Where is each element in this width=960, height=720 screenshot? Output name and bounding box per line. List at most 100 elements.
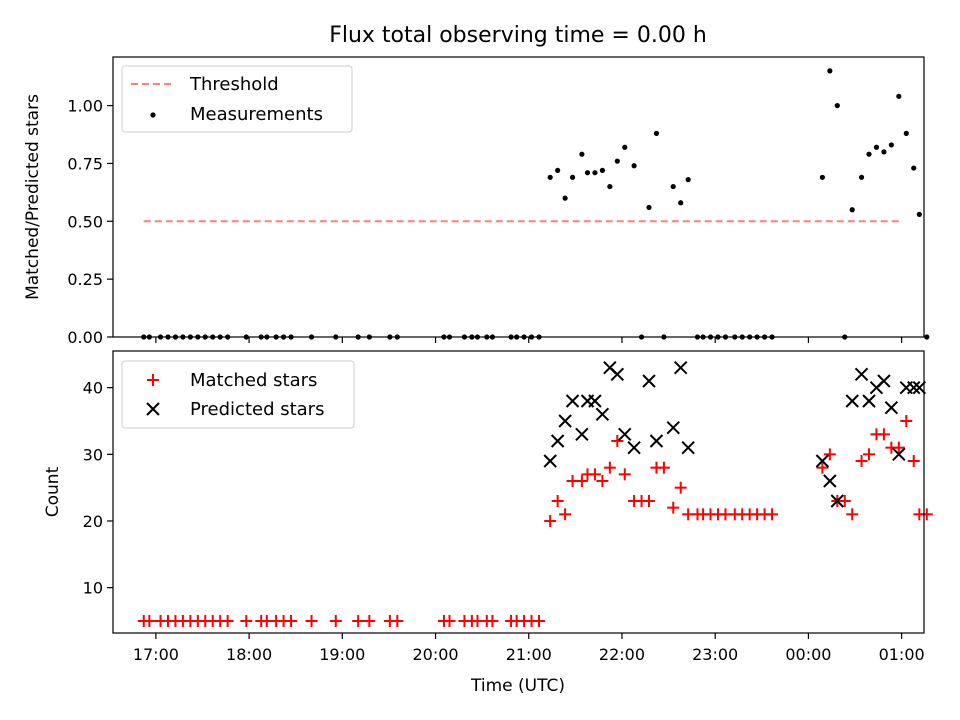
y-tick-label: 10 (83, 579, 103, 598)
top-y-axis-label: Matched/Predicted stars (23, 94, 43, 300)
measurements-point (555, 167, 561, 173)
chart-title: Flux total observing time = 0.00 h (329, 23, 707, 48)
predicted-stars-point (627, 440, 641, 455)
threshold-legend-label: Threshold (189, 74, 279, 95)
predicted-stars-point (618, 427, 632, 442)
predicted-legend-swatch (146, 402, 160, 416)
y-tick-label: 1.00 (67, 97, 103, 116)
matched-stars-point (907, 455, 920, 467)
measurements-point (653, 130, 660, 136)
matched-stars-point (533, 615, 546, 627)
matched-stars-point (920, 508, 933, 521)
matched-stars-point (588, 468, 601, 481)
matched-stars-point (221, 615, 234, 627)
x-axis-label: Time (UTC) (470, 676, 565, 696)
matched-stars-point (855, 455, 868, 467)
measurements-point (607, 183, 613, 190)
y-tick-label: 30 (83, 445, 103, 464)
bottom-y-ticks: 10 20 30 40 (83, 379, 113, 598)
measurements-point (592, 170, 598, 176)
x-tick-label: 23:00 (692, 645, 738, 664)
matched-stars-point (816, 461, 829, 474)
measurements-point (685, 177, 691, 183)
matched-stars-point (643, 495, 656, 507)
matched-stars-point (863, 448, 876, 461)
predicted-stars-point (550, 434, 565, 448)
measurements-point (646, 204, 652, 211)
y-tick-label: 40 (83, 379, 103, 398)
measurements-point (873, 144, 880, 150)
predicted-stars-point (673, 360, 688, 375)
matched-stars-point (240, 615, 253, 627)
bottom-legend-box (121, 360, 355, 429)
y-tick-label: 0.00 (67, 328, 103, 347)
measurements-point (579, 151, 585, 157)
matched-stars-point (611, 435, 624, 447)
y-tick-label: 20 (83, 512, 103, 531)
measurements-point (903, 130, 909, 136)
bottom-marks (137, 360, 933, 627)
predicted-stars-point (823, 474, 837, 488)
matched-legend-label: Matched stars (190, 370, 317, 391)
x-tick-label: 17:00 (133, 645, 179, 664)
measurements-point (911, 165, 917, 171)
x-tick-label: 18:00 (226, 645, 272, 664)
matched-stars-point (618, 468, 631, 481)
matched-stars-point (143, 615, 156, 627)
matched-stars-point (877, 428, 890, 441)
predicted-stars-point (543, 454, 557, 468)
matched-stars-point (443, 615, 456, 627)
predicted-legend-label: Predicted stars (190, 399, 324, 420)
y-tick-label: 0.75 (67, 154, 103, 173)
measurements-point (834, 102, 840, 109)
y-tick-label: 0.25 (67, 270, 103, 289)
measurements-point (614, 158, 620, 164)
predicted-stars-point (907, 380, 921, 395)
measurements-point (569, 174, 576, 180)
top-x-ticks (155, 337, 903, 343)
matched-stars-point (766, 508, 779, 521)
predicted-stars-point (666, 420, 680, 435)
bottom-y-axis-label: Count (43, 466, 63, 517)
bottom-plot-frame (112, 350, 925, 634)
measurements-point (849, 207, 855, 213)
measurements-point (827, 68, 833, 74)
x-tick-label: 01:00 (879, 645, 925, 664)
top-marks (141, 68, 930, 340)
predicted-stars-point (610, 367, 625, 382)
top-plot-frame (112, 56, 925, 338)
measurements-point (896, 93, 902, 99)
matched-stars-point (391, 615, 404, 627)
predicted-stars-point (892, 447, 906, 462)
matched-stars-point (667, 501, 680, 514)
matched-stars-point (892, 441, 905, 454)
predicted-stars-point (815, 454, 830, 468)
y-tick-label: 0.50 (67, 212, 103, 231)
top-panel: 0.00 0.25 0.50 0.75 1.00 Matched/Predicted s… (23, 56, 930, 347)
matched-stars-point (900, 415, 913, 427)
matched-stars-point (575, 475, 588, 487)
top-legend-box (121, 65, 353, 133)
measurements-point (599, 167, 605, 173)
x-tick-label: 21:00 (506, 645, 552, 664)
measurements-point (858, 174, 865, 180)
x-tick-label: 22:00 (599, 645, 645, 664)
matched-stars-point (657, 461, 670, 474)
predicted-stars-point (854, 367, 869, 382)
measurements-point (562, 195, 568, 201)
predicted-stars-point (845, 394, 859, 408)
bottom-legend: Matched stars Predicted stars (121, 360, 355, 429)
predicted-stars-point (565, 394, 580, 408)
predicted-stars-point (558, 414, 572, 428)
matched-stars-point (329, 615, 342, 627)
predicted-stars-point (588, 394, 602, 408)
matched-stars-point (846, 508, 859, 521)
measurements-point (547, 174, 553, 180)
top-y-ticks: 0.00 0.25 0.50 0.75 1.00 (67, 97, 113, 347)
matched-stars-point (823, 448, 836, 461)
matched-stars-point (486, 615, 499, 627)
measurements-point (622, 144, 628, 150)
predicted-stars-point (884, 400, 899, 415)
matched-stars-point (674, 481, 687, 494)
